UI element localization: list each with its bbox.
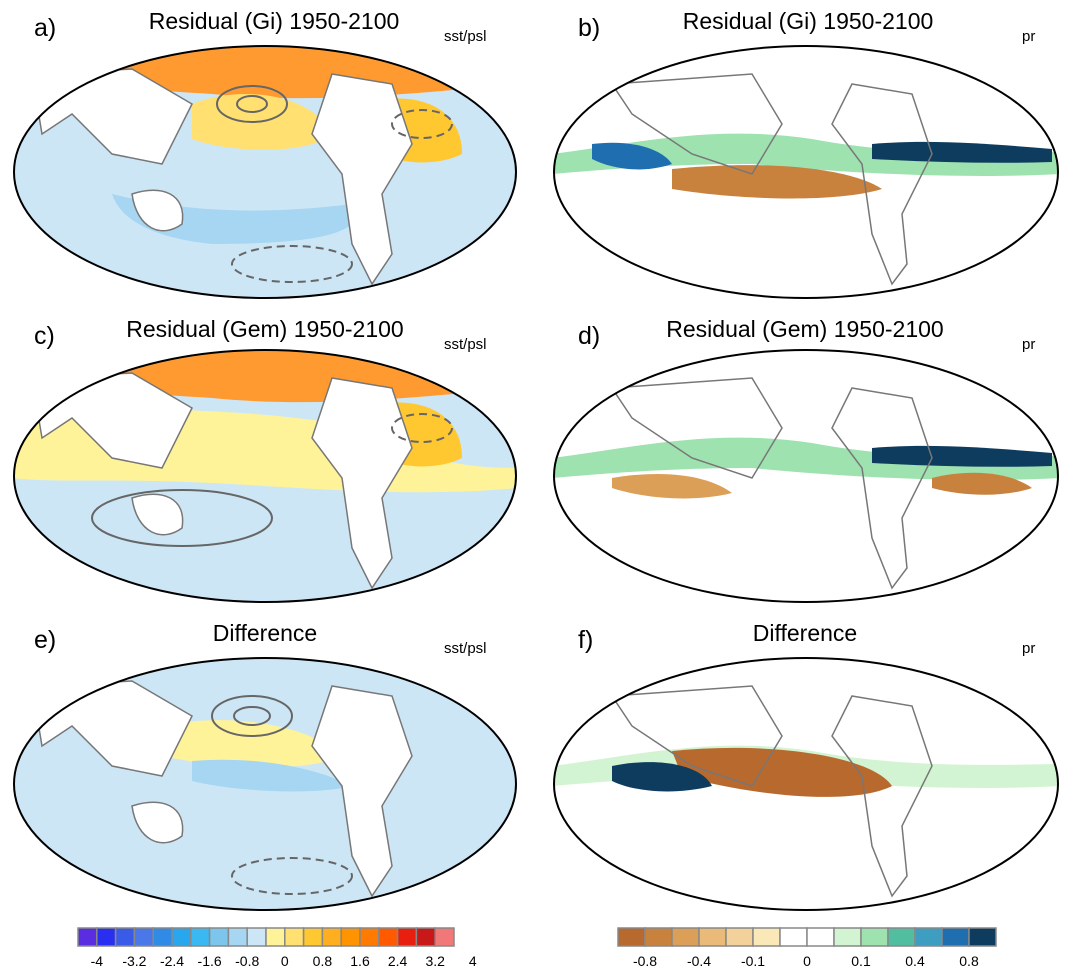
colorbar-tick-label: -3.2 — [122, 953, 146, 969]
colorbar-swatch — [190, 927, 211, 947]
colorbar-tick-label: -4 — [91, 953, 104, 969]
sst-psl-map — [13, 657, 517, 911]
psl-contour — [236, 95, 268, 113]
colorbar-swatch — [698, 927, 727, 947]
colorbar-swatch — [96, 927, 117, 947]
colorbar-swatch — [77, 927, 98, 947]
panel-variable: pr — [1022, 28, 1036, 45]
colorbar-tick-label: -1.6 — [198, 953, 222, 969]
colorbar-tick-label: -0.4 — [687, 953, 711, 969]
colorbar-swatch — [284, 927, 305, 947]
panel-variable: sst/psl — [444, 640, 487, 657]
colorbar-tick-label: 0.8 — [959, 953, 979, 969]
colorbar-swatch — [752, 927, 781, 947]
colorbar-swatch — [133, 927, 154, 947]
panel-title: Residual (Gem) 1950-2100 — [126, 316, 404, 342]
colorbar-swatch — [114, 927, 136, 947]
pr-wet-core — [872, 141, 1052, 163]
land-americas — [311, 73, 413, 286]
pr-colorbar: -0.8 -0.4 -0.1 0 0.1 0.4 0.8 — [617, 927, 997, 969]
colorbar-swatch — [208, 927, 230, 947]
land-outline — [831, 83, 933, 286]
colorbar-swatch — [914, 927, 943, 947]
colorbar-swatch — [302, 927, 324, 947]
pr-wet-band — [554, 133, 1058, 176]
colorbar-tick-label: -0.8 — [633, 953, 657, 969]
colorbar-tick-label: 1.6 — [350, 953, 370, 969]
panel-letter: d) — [578, 322, 601, 350]
panel-variable: pr — [1022, 336, 1036, 353]
colorbar-swatch — [152, 927, 173, 947]
panel-variable: sst/psl — [444, 28, 487, 45]
land-asia — [31, 68, 193, 165]
colorbar-swatch — [806, 927, 835, 947]
land-outline — [610, 73, 783, 175]
colorbar-swatch — [644, 927, 673, 947]
colorbar-swatch — [321, 927, 342, 947]
panel-letter: c) — [34, 322, 55, 350]
colorbar-swatch — [171, 927, 192, 947]
panel-title: Residual (Gi) 1950-2100 — [148, 8, 400, 34]
colorbar-swatch — [617, 927, 646, 947]
pr-wet-west — [592, 142, 672, 170]
colorbar-tick-label: -0.1 — [741, 953, 765, 969]
pr-map — [553, 349, 1059, 603]
colorbar-swatch — [227, 927, 248, 947]
colorbar-swatch — [671, 927, 700, 947]
psl-contour — [216, 85, 288, 123]
colorbar-swatch — [860, 927, 889, 947]
colorbar-swatch — [246, 927, 267, 947]
colorbar-tick-label: 0.1 — [851, 953, 871, 969]
pr-map — [553, 657, 1059, 911]
colorbar-swatch — [378, 927, 399, 947]
panel-title: Difference — [212, 620, 318, 646]
colorbar-tick-label: 3.2 — [425, 953, 445, 969]
colorbar-tick-label: -0.8 — [235, 953, 259, 969]
colorbar-tick-label: 0.8 — [313, 953, 333, 969]
panel-title: Residual (Gi) 1950-2100 — [682, 8, 934, 34]
panel-variable: pr — [1022, 640, 1036, 657]
colorbar-swatch — [887, 927, 916, 947]
colorbar-tick-label: 0.4 — [905, 953, 925, 969]
colorbar-tick-label: 2.4 — [388, 953, 408, 969]
colorbar-swatch — [340, 927, 361, 947]
colorbar-swatch — [359, 927, 380, 947]
panel-title: Difference — [752, 620, 858, 646]
colorbar-swatch — [941, 927, 970, 947]
colorbar-swatch — [779, 927, 808, 947]
pr-map — [553, 45, 1059, 299]
colorbar-swatch — [434, 927, 455, 947]
colorbar-swatch — [265, 927, 286, 947]
panel-letter: e) — [34, 626, 57, 654]
sst-colorbar: -4 -3.2 -2.4 -1.6 -0.8 0 0.8 1.6 2.4 3.2 4 — [77, 927, 477, 969]
psl-contour-dashed — [391, 109, 453, 139]
colorbar-swatch — [968, 927, 997, 947]
colorbar-swatch — [396, 927, 418, 947]
panel-letter: f) — [578, 626, 594, 654]
colorbar-tick-label: 4 — [469, 953, 477, 969]
colorbar-tick-label: 0 — [803, 953, 811, 969]
psl-contour-dashed — [231, 245, 353, 283]
colorbar-tick-label: 0 — [281, 953, 289, 969]
colorbar-tick-label: -2.4 — [160, 953, 184, 969]
colorbar-swatch — [833, 927, 862, 947]
panel-title: Residual (Gem) 1950-2100 — [666, 316, 944, 342]
sst-psl-map — [13, 45, 517, 299]
pr-dry-band — [672, 165, 882, 199]
land-australia — [131, 189, 184, 232]
colorbar-swatch — [725, 927, 754, 947]
panel-letter: b) — [578, 14, 601, 42]
colorbar-swatch — [415, 927, 436, 947]
sst-psl-map — [13, 349, 517, 603]
panel-variable: sst/psl — [444, 336, 487, 353]
panel-letter: a) — [34, 14, 57, 42]
